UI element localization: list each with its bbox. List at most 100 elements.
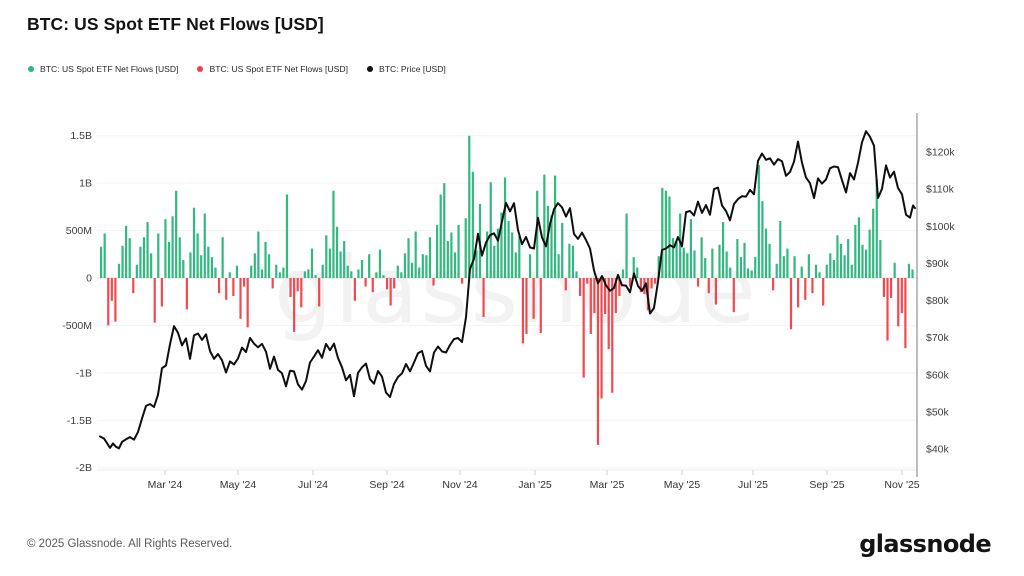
flow-bar-positive[interactable]: [425, 255, 428, 278]
flow-bar-positive[interactable]: [536, 190, 539, 278]
flow-bar-positive[interactable]: [872, 208, 875, 278]
legend-item-netflows-negative[interactable]: BTC: US Spot ETF Net Flows [USD]: [197, 64, 348, 74]
flow-bar-positive[interactable]: [671, 238, 675, 278]
flow-bar-positive[interactable]: [203, 213, 206, 279]
flow-bar-positive[interactable]: [175, 190, 178, 278]
flow-bar-negative[interactable]: [353, 278, 356, 301]
flow-bar-negative[interactable]: [300, 278, 303, 308]
flow-bar-positive[interactable]: [668, 196, 671, 278]
flow-bar-positive[interactable]: [561, 222, 564, 278]
flow-bar-positive[interactable]: [686, 253, 689, 278]
flow-bar-negative[interactable]: [153, 278, 156, 323]
flow-bar-positive[interactable]: [807, 254, 810, 278]
flow-bar-positive[interactable]: [403, 253, 407, 278]
flow-bar-negative[interactable]: [371, 278, 374, 293]
flow-bar-positive[interactable]: [761, 201, 764, 278]
flow-bar-positive[interactable]: [568, 243, 571, 278]
flow-bar-positive[interactable]: [325, 235, 328, 278]
flow-bar-positive[interactable]: [632, 257, 635, 278]
flow-bar-positive[interactable]: [453, 252, 457, 278]
flow-bar-positive[interactable]: [278, 272, 281, 278]
flow-bar-positive[interactable]: [178, 237, 181, 278]
flow-bar-positive[interactable]: [407, 238, 410, 278]
flow-bar-positive[interactable]: [192, 207, 196, 278]
flow-bar-positive[interactable]: [471, 171, 474, 278]
flow-bar-positive[interactable]: [875, 179, 878, 278]
flow-bar-negative[interactable]: [889, 278, 893, 298]
flow-bar-positive[interactable]: [443, 183, 446, 278]
flow-bar-positive[interactable]: [836, 235, 839, 278]
flow-bar-positive[interactable]: [303, 271, 306, 278]
flow-bar-positive[interactable]: [893, 262, 896, 278]
flow-bar-positive[interactable]: [704, 258, 707, 278]
flow-bar-positive[interactable]: [346, 265, 349, 278]
flow-bar-positive[interactable]: [825, 264, 828, 278]
flow-bar-negative[interactable]: [239, 278, 242, 319]
flow-bar-positive[interactable]: [446, 241, 449, 278]
flow-bar-positive[interactable]: [514, 252, 517, 278]
flow-bar-positive[interactable]: [350, 271, 353, 278]
flow-bar-positive[interactable]: [775, 263, 778, 278]
flow-bar-positive[interactable]: [832, 259, 835, 278]
flow-bar-positive[interactable]: [439, 194, 442, 278]
flow-bar-positive[interactable]: [507, 221, 510, 278]
flow-bar-positive[interactable]: [328, 248, 331, 278]
legend-item-netflows-positive[interactable]: BTC: US Spot ETF Net Flows [USD]: [28, 64, 178, 74]
flow-bar-positive[interactable]: [343, 241, 346, 278]
flow-bar-negative[interactable]: [772, 278, 775, 291]
flow-bar-positive[interactable]: [103, 233, 106, 278]
flow-bar-positive[interactable]: [854, 224, 857, 278]
flow-bar-positive[interactable]: [868, 229, 871, 278]
flow-bar-positive[interactable]: [125, 225, 128, 278]
flow-bar-positive[interactable]: [400, 272, 403, 278]
flow-bar-positive[interactable]: [721, 222, 725, 278]
flow-bar-positive[interactable]: [764, 228, 768, 278]
flow-bar-positive[interactable]: [457, 224, 460, 278]
flow-bar-positive[interactable]: [725, 251, 728, 278]
flow-bar-positive[interactable]: [275, 264, 278, 278]
btc-price-line[interactable]: [99, 130, 916, 450]
flow-bar-positive[interactable]: [382, 275, 385, 278]
flow-bar-positive[interactable]: [550, 215, 553, 278]
flow-bar-negative[interactable]: [564, 278, 567, 291]
flow-bar-negative[interactable]: [789, 278, 793, 330]
flow-bar-positive[interactable]: [503, 177, 507, 278]
flow-bar-positive[interactable]: [543, 174, 546, 278]
flow-bar-positive[interactable]: [360, 259, 364, 278]
flow-bar-positive[interactable]: [250, 265, 253, 278]
flow-bar-positive[interactable]: [907, 263, 911, 278]
flow-bar-positive[interactable]: [257, 231, 260, 278]
flow-bar-negative[interactable]: [364, 278, 367, 287]
flow-bar-positive[interactable]: [228, 272, 231, 278]
flow-bar-negative[interactable]: [271, 278, 274, 289]
flow-bar-negative[interactable]: [822, 278, 825, 306]
flow-bar-positive[interactable]: [782, 256, 785, 278]
flow-bar-negative[interactable]: [882, 278, 886, 297]
flow-bar-positive[interactable]: [718, 244, 721, 278]
flow-bar-positive[interactable]: [167, 241, 171, 278]
flow-bar-positive[interactable]: [396, 265, 399, 278]
flow-bar-positive[interactable]: [150, 253, 153, 278]
flow-bar-positive[interactable]: [689, 219, 692, 278]
flow-bar-negative[interactable]: [897, 278, 900, 327]
flow-bar-positive[interactable]: [378, 249, 382, 278]
flow-bar-negative[interactable]: [389, 278, 392, 306]
flow-bar-positive[interactable]: [214, 267, 217, 278]
flow-bar-positive[interactable]: [750, 270, 753, 278]
flow-bar-positive[interactable]: [511, 232, 514, 278]
flow-bar-positive[interactable]: [571, 245, 575, 278]
flow-bar-positive[interactable]: [693, 250, 696, 278]
flow-bar-negative[interactable]: [132, 278, 135, 294]
flow-bar-negative[interactable]: [900, 278, 903, 314]
flow-bar-negative[interactable]: [886, 278, 889, 341]
flow-bar-negative[interactable]: [596, 278, 600, 445]
flow-bar-positive[interactable]: [911, 269, 914, 278]
flow-bar-positive[interactable]: [575, 271, 578, 278]
flow-bar-negative[interactable]: [589, 278, 592, 334]
flow-bar-positive[interactable]: [468, 135, 471, 278]
flow-bar-positive[interactable]: [657, 256, 660, 278]
flow-bar-positive[interactable]: [557, 254, 560, 278]
flow-bar-negative[interactable]: [532, 278, 535, 319]
flow-bar-positive[interactable]: [221, 237, 224, 278]
